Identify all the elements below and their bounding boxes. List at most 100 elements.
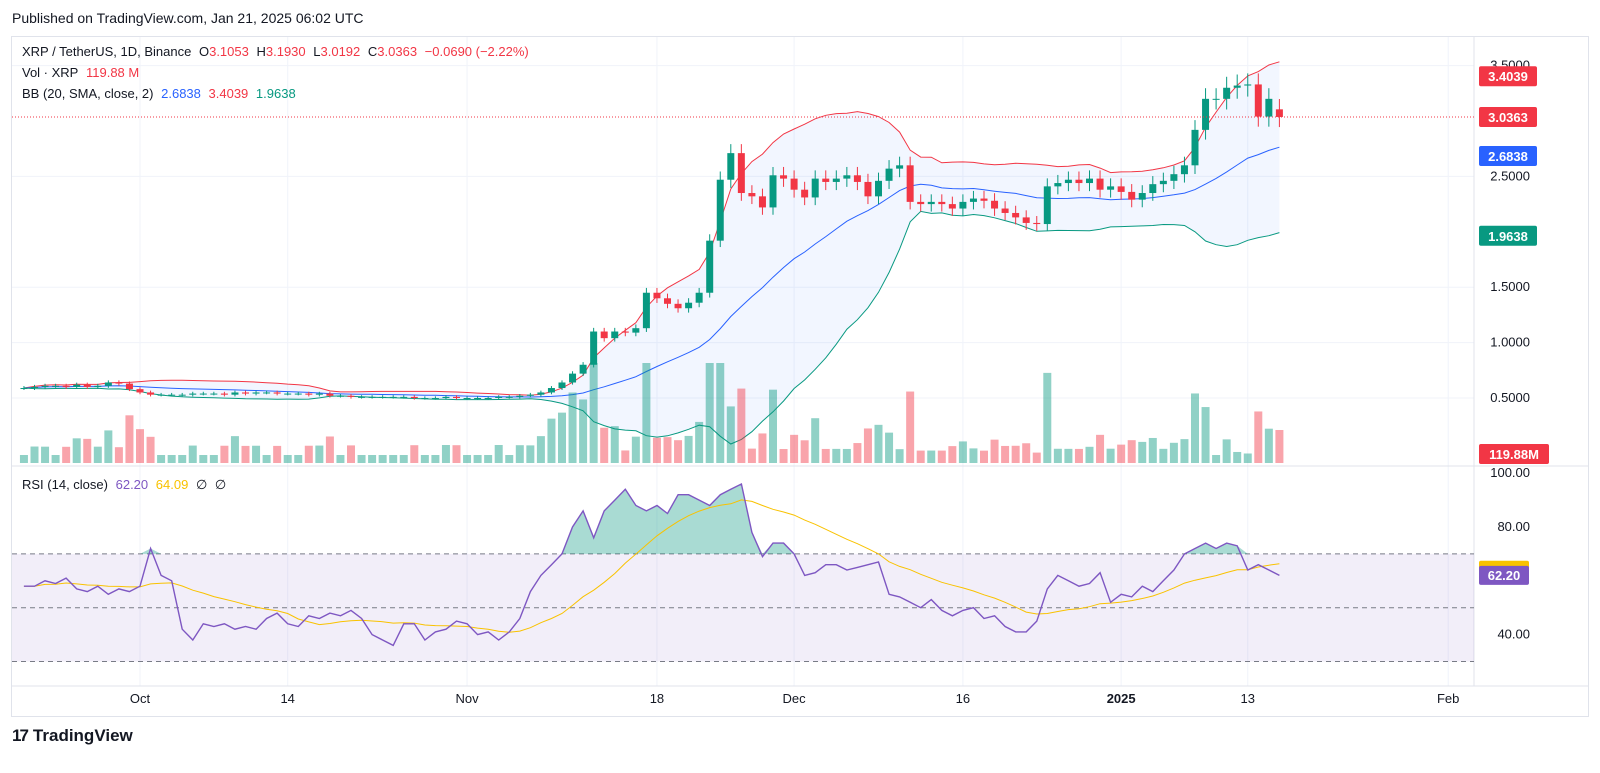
candle-body: [811, 178, 819, 198]
volume-value: 119.88 M: [85, 65, 140, 80]
tradingview-logo-icon: 17: [12, 726, 29, 745]
volume-bar: [536, 436, 545, 463]
candle-body: [769, 175, 777, 208]
candle-body: [737, 153, 745, 194]
price-badge: [1479, 66, 1537, 87]
candle-body: [927, 201, 935, 205]
candle-body: [495, 396, 503, 398]
candle-body: [1086, 178, 1093, 184]
rsi-legend[interactable]: RSI (14, close) 62.20 64.09 ∅ ∅: [22, 477, 230, 493]
volume-bar: [1212, 455, 1221, 463]
bollinger-legend[interactable]: BB (20, SMA, close, 2) 2.6838 3.4039 1.9…: [22, 86, 300, 101]
volume-bar: [136, 429, 144, 463]
price-badge-label: 3.4039: [1488, 69, 1528, 84]
volume-bar: [19, 455, 28, 463]
open-label: O: [198, 44, 210, 59]
candle-body: [1075, 179, 1083, 184]
candle-body: [547, 388, 555, 393]
volume-bar: [325, 436, 334, 463]
volume-bar: [167, 455, 176, 463]
candle-body: [558, 382, 566, 389]
candle-body: [579, 364, 587, 374]
volume-bar: [790, 434, 799, 463]
rsi-overbought-fill: [23, 484, 1280, 554]
candle-body: [94, 385, 102, 387]
volume-bar: [1011, 445, 1020, 463]
candle-body: [674, 303, 682, 309]
volume-bar: [674, 440, 683, 463]
candle-body: [1033, 222, 1041, 225]
volume-bar: [1074, 448, 1083, 463]
time-axis-label: 18: [650, 691, 664, 706]
volume-bar: [273, 445, 282, 463]
candle-body: [1117, 186, 1125, 192]
volume-bar: [473, 455, 482, 463]
candle-body: [189, 393, 197, 395]
symbol-legend[interactable]: XRP / TetherUS, 1D, Binance O3.1053 H3.1…: [22, 44, 533, 59]
chart-frame[interactable]: [11, 36, 1589, 717]
candle-body: [780, 175, 788, 179]
rsi-axis-tick: 40.00: [1497, 627, 1530, 642]
volume-bar: [547, 418, 556, 463]
rsi-value: 62.20: [115, 477, 149, 492]
candle-body: [231, 392, 239, 395]
candle-body: [1254, 84, 1262, 117]
candle-body: [1244, 84, 1252, 86]
symbol-title: XRP / TetherUS, 1D, Binance: [22, 44, 192, 59]
candle-body: [252, 392, 260, 394]
candle-body: [516, 395, 524, 397]
volume-bar: [958, 441, 967, 463]
candle-body: [801, 189, 809, 198]
candle-body: [1202, 98, 1210, 130]
candle-body: [526, 394, 534, 396]
candle-body: [347, 395, 355, 397]
candle-body: [917, 201, 925, 205]
time-axis-label: Feb: [1437, 691, 1459, 706]
price-badge: [1479, 225, 1537, 246]
volume-bar: [906, 391, 915, 463]
volume-bar: [452, 445, 461, 463]
volume-bar: [431, 455, 440, 463]
volume-bar: [294, 455, 303, 463]
low-value: 3.0192: [320, 44, 361, 59]
rsi-label: RSI (14, close): [22, 477, 108, 492]
volume-bar: [104, 430, 113, 463]
volume-legend[interactable]: Vol · XRP 119.88 M: [22, 65, 143, 80]
candle-body: [1064, 179, 1072, 184]
volume-bar: [1243, 453, 1252, 463]
volume-bar: [220, 445, 229, 463]
candle-body: [505, 396, 513, 398]
volume-bar: [874, 424, 883, 463]
candle-body: [273, 392, 281, 394]
rsi-ma-line: [23, 499, 1280, 633]
candle-body: [1191, 129, 1199, 166]
time-axis-label: 14: [280, 691, 294, 706]
volume-bar: [937, 450, 946, 463]
candle-body: [664, 298, 671, 304]
candle-body: [1128, 191, 1136, 200]
time-axis-label: 13: [1241, 691, 1255, 706]
volume-bar: [1032, 452, 1041, 463]
volume-label: Vol · XRP: [22, 65, 79, 80]
bollinger-upper-line: [23, 61, 1280, 396]
volume-bar: [1148, 437, 1157, 463]
candle-body: [843, 175, 851, 179]
candle-body: [326, 393, 334, 396]
volume-bar: [315, 445, 324, 463]
tradingview-wordmark: TradingView: [32, 726, 133, 745]
candle-body: [210, 393, 218, 395]
tradingview-logo[interactable]: 17 TradingView: [12, 726, 133, 746]
candle-body: [83, 384, 91, 387]
volume-bar: [209, 455, 218, 463]
rsi-axis-tick: 100.00: [1490, 465, 1530, 480]
volume-bar: [410, 445, 419, 463]
volume-bar: [927, 450, 936, 463]
volume-bar: [336, 455, 345, 463]
volume-bar: [842, 448, 851, 463]
time-axis-label: Dec: [783, 691, 807, 706]
volume-bar: [199, 455, 208, 463]
volume-bar: [1138, 441, 1147, 463]
candle-body: [569, 373, 577, 383]
candle-body: [653, 292, 661, 299]
